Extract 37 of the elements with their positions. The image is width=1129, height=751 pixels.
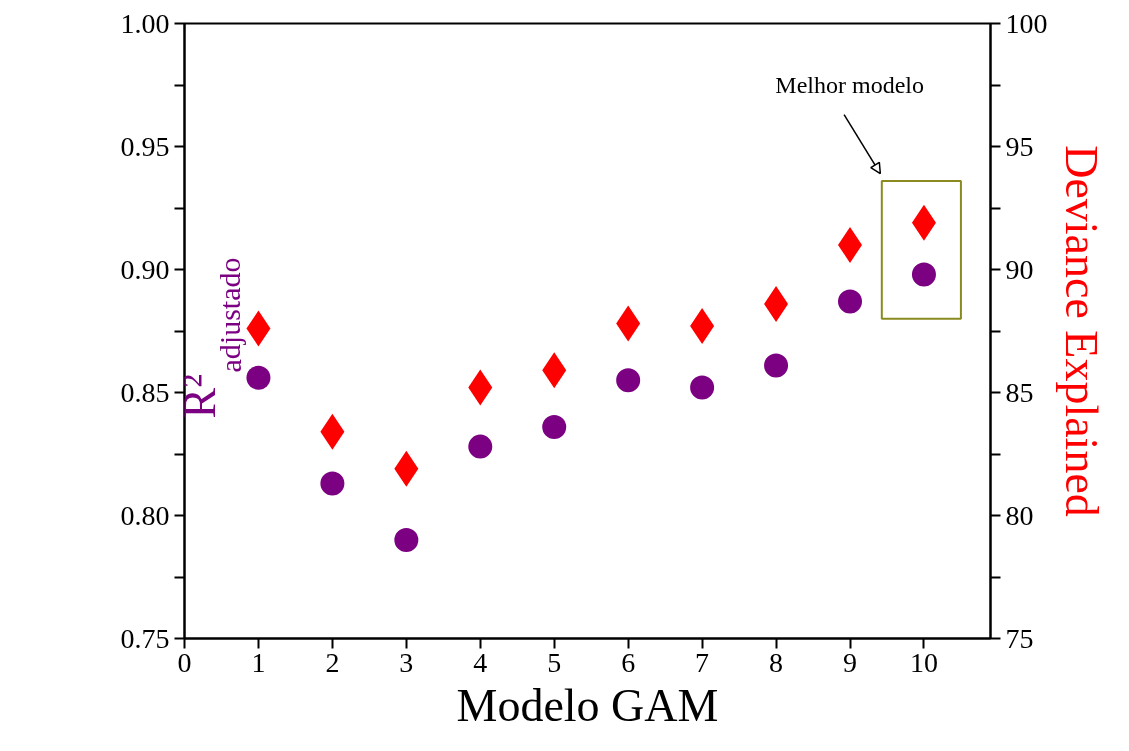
- y2-tick-label: 100: [1005, 7, 1048, 39]
- y2-tick-label: 80: [1005, 499, 1034, 531]
- x-tick-label: 8: [769, 646, 784, 678]
- y-tick-label: 0.85: [120, 376, 170, 408]
- point: [394, 528, 419, 553]
- x-axis-title: Modelo GAM: [456, 679, 719, 731]
- point: [468, 434, 493, 459]
- y-tick-label: 0.90: [120, 253, 170, 285]
- x-tick-label: 1: [251, 646, 266, 678]
- y2-tick-label: 95: [1005, 130, 1034, 162]
- x-tick-label: 2: [325, 646, 340, 678]
- annotation: Melhor modelo: [775, 72, 924, 98]
- y2-tick-label: 75: [1005, 622, 1034, 654]
- point: [320, 471, 345, 496]
- x-tick-label: 3: [399, 646, 414, 678]
- x-tick-label: 6: [621, 646, 636, 678]
- y-tick-label: 0.80: [120, 499, 170, 531]
- x-tick-label: 0: [177, 646, 192, 678]
- x-tick-label: 9: [843, 646, 857, 678]
- y2-tick-label: 90: [1005, 253, 1034, 285]
- point: [764, 353, 789, 378]
- y2-axis-title: Deviance Explained: [1055, 145, 1107, 517]
- y-tick-label: 1.00: [120, 7, 170, 39]
- y-axis-title: R²adjustado: [173, 257, 247, 419]
- point: [838, 289, 862, 314]
- point: [246, 365, 271, 390]
- y2-tick-label: 85: [1005, 376, 1034, 408]
- y-tick-label: 0.75: [120, 622, 170, 654]
- point: [690, 375, 715, 400]
- y-tick-label: 0.95: [120, 130, 170, 162]
- point: [616, 368, 641, 393]
- x-tick-label: 10: [909, 646, 938, 678]
- x-tick-label: 7: [695, 646, 710, 678]
- x-tick-label: 4: [473, 646, 488, 678]
- point: [911, 262, 936, 287]
- x-tick-label: 5: [547, 646, 562, 678]
- point: [542, 414, 567, 439]
